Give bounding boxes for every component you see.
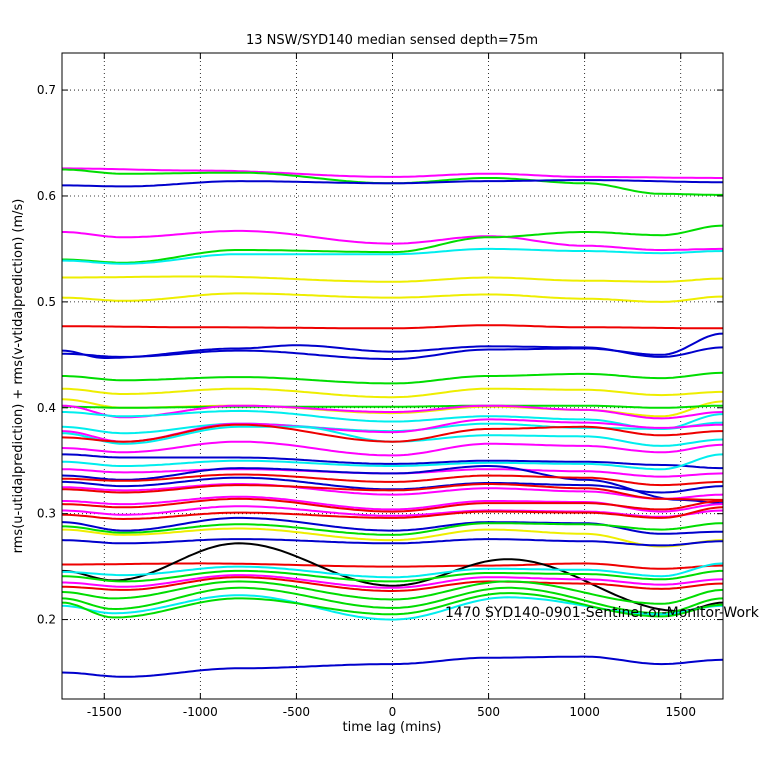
series-line-3 bbox=[62, 179, 723, 188]
x-axis-label: time lag (mins) bbox=[343, 720, 442, 735]
series-line-22 bbox=[61, 440, 724, 457]
series-line-15 bbox=[62, 404, 723, 409]
x-tick-label: -1500 bbox=[87, 705, 122, 719]
series-line-36 bbox=[62, 522, 724, 536]
series-line-46 bbox=[61, 586, 724, 615]
y-tick-label: 0.4 bbox=[37, 401, 56, 415]
series-line-8 bbox=[61, 292, 723, 303]
series-line-9 bbox=[62, 324, 723, 330]
y-tick-label: 0.7 bbox=[37, 83, 56, 97]
series-line-6 bbox=[62, 247, 724, 265]
series-line-42 bbox=[62, 569, 723, 583]
series-line-45 bbox=[61, 580, 724, 605]
series-line-32 bbox=[61, 497, 723, 513]
y-tick-label: 0.5 bbox=[37, 295, 56, 309]
x-tick-label: -1000 bbox=[183, 705, 218, 719]
series-group bbox=[61, 167, 724, 678]
series-line-12 bbox=[62, 371, 724, 385]
series-line-27 bbox=[62, 473, 723, 487]
series-line-1 bbox=[62, 167, 723, 179]
series-line-24 bbox=[62, 453, 724, 471]
series-line-17 bbox=[62, 409, 724, 431]
y-tick-label: 0.2 bbox=[37, 613, 56, 627]
series-line-29 bbox=[62, 483, 724, 500]
series-line-30 bbox=[62, 483, 723, 501]
x-tick-label: -500 bbox=[283, 705, 310, 719]
x-tick-label: 1500 bbox=[665, 705, 696, 719]
series-line-28 bbox=[62, 476, 724, 494]
y-axis-ticks: 0.2 0.3 0.4 0.5 0.6 0.7 bbox=[37, 83, 723, 627]
chart-title: 13 NSW/SYD140 median sensed depth=75m bbox=[246, 33, 538, 48]
series-line-4 bbox=[62, 229, 723, 251]
series-line-48 bbox=[61, 592, 724, 619]
series-line-23 bbox=[62, 453, 723, 470]
series-line-26 bbox=[61, 465, 724, 505]
series-line-37 bbox=[62, 527, 724, 548]
series-line-16 bbox=[61, 404, 724, 420]
series-line-34 bbox=[61, 506, 724, 521]
series-line-7 bbox=[62, 275, 723, 283]
series-line-49 bbox=[61, 655, 724, 678]
y-tick-label: 0.3 bbox=[37, 507, 56, 521]
series-line-43 bbox=[62, 574, 724, 589]
series-line-5 bbox=[62, 224, 724, 264]
series-line-40 bbox=[61, 542, 724, 613]
series-line-41 bbox=[62, 562, 724, 579]
series-line-21 bbox=[61, 423, 723, 443]
x-axis-ticks: -1500 -1000 -500 0 500 1000 1500 bbox=[87, 53, 696, 719]
series-line-11 bbox=[62, 332, 724, 361]
series-line-33 bbox=[62, 505, 724, 518]
annotation-label: 1470 SYD140-0901-Sentinel-or-Monitor-Wor… bbox=[445, 605, 760, 621]
y-tick-label: 0.6 bbox=[37, 189, 56, 203]
series-line-38 bbox=[61, 538, 723, 547]
y-axis-label: rms(u-utidalprediction) + rms(v-vtidalpr… bbox=[11, 199, 26, 554]
x-tick-label: 0 bbox=[389, 705, 397, 719]
series-line-44 bbox=[61, 576, 723, 592]
x-tick-label: 1000 bbox=[569, 705, 600, 719]
x-tick-label: 500 bbox=[477, 705, 500, 719]
series-line-13 bbox=[61, 387, 723, 399]
